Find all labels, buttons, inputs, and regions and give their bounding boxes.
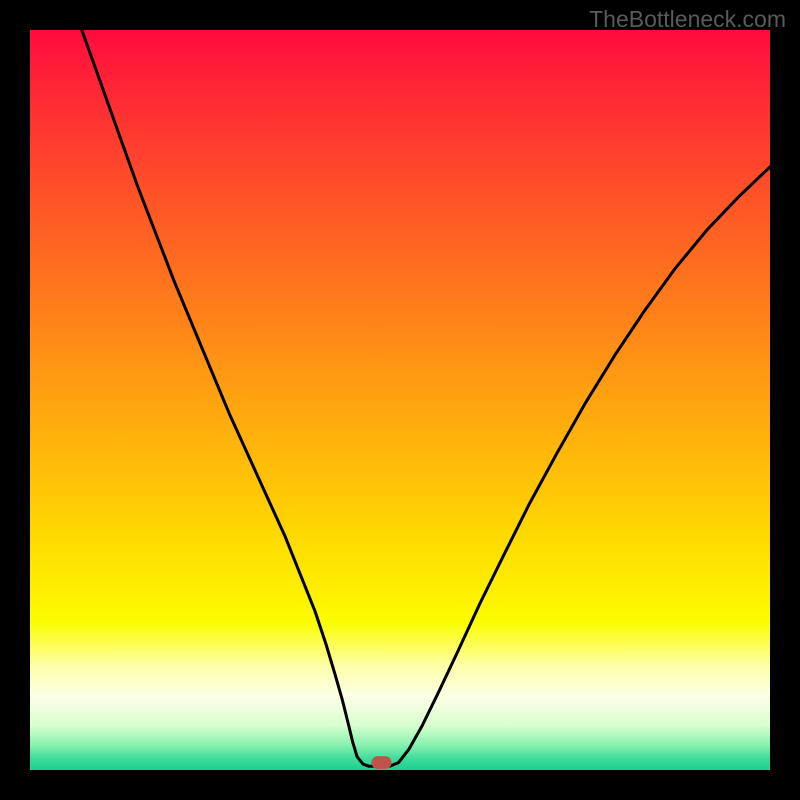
- chart-frame: TheBottleneck.com: [0, 0, 800, 800]
- watermark-text: TheBottleneck.com: [589, 6, 786, 33]
- chart-background: [30, 30, 770, 770]
- chart-marker: [372, 756, 392, 769]
- chart-svg: [30, 30, 770, 770]
- chart-plot-area: [30, 30, 770, 770]
